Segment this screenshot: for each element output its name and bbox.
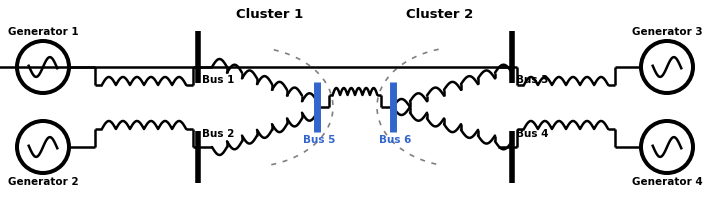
Text: Bus 1: Bus 1 [202,75,234,85]
Text: Cluster 2: Cluster 2 [406,8,474,21]
Text: Generator 1: Generator 1 [8,27,78,37]
Text: Cluster 1: Cluster 1 [236,8,304,21]
Text: Generator 3: Generator 3 [632,27,702,37]
Text: Bus 3: Bus 3 [516,75,548,85]
Text: Bus 4: Bus 4 [516,129,549,139]
Text: Generator 2: Generator 2 [8,177,78,187]
Text: Bus 6: Bus 6 [379,135,411,145]
Text: Bus 5: Bus 5 [302,135,335,145]
Text: Generator 4: Generator 4 [632,177,702,187]
Text: Bus 2: Bus 2 [202,129,234,139]
